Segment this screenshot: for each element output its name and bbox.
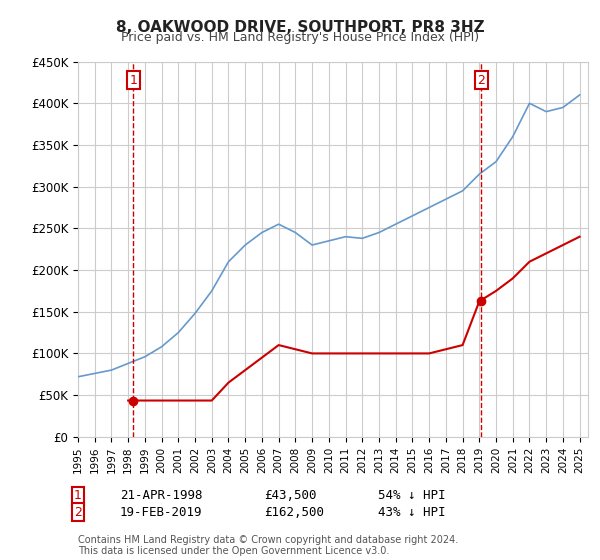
Text: £43,500: £43,500 [264, 489, 317, 502]
Text: 8, OAKWOOD DRIVE, SOUTHPORT, PR8 3HZ: 8, OAKWOOD DRIVE, SOUTHPORT, PR8 3HZ [116, 20, 484, 35]
Text: 2: 2 [74, 506, 82, 519]
Text: 19-FEB-2019: 19-FEB-2019 [120, 506, 203, 519]
Text: Contains HM Land Registry data © Crown copyright and database right 2024.
This d: Contains HM Land Registry data © Crown c… [78, 535, 458, 557]
Text: 43% ↓ HPI: 43% ↓ HPI [378, 506, 445, 519]
Text: 1: 1 [74, 489, 82, 502]
Text: 1: 1 [130, 74, 137, 87]
Text: Price paid vs. HM Land Registry's House Price Index (HPI): Price paid vs. HM Land Registry's House … [121, 31, 479, 44]
Text: £162,500: £162,500 [264, 506, 324, 519]
Text: 2: 2 [478, 74, 485, 87]
Text: 54% ↓ HPI: 54% ↓ HPI [378, 489, 445, 502]
Text: 21-APR-1998: 21-APR-1998 [120, 489, 203, 502]
